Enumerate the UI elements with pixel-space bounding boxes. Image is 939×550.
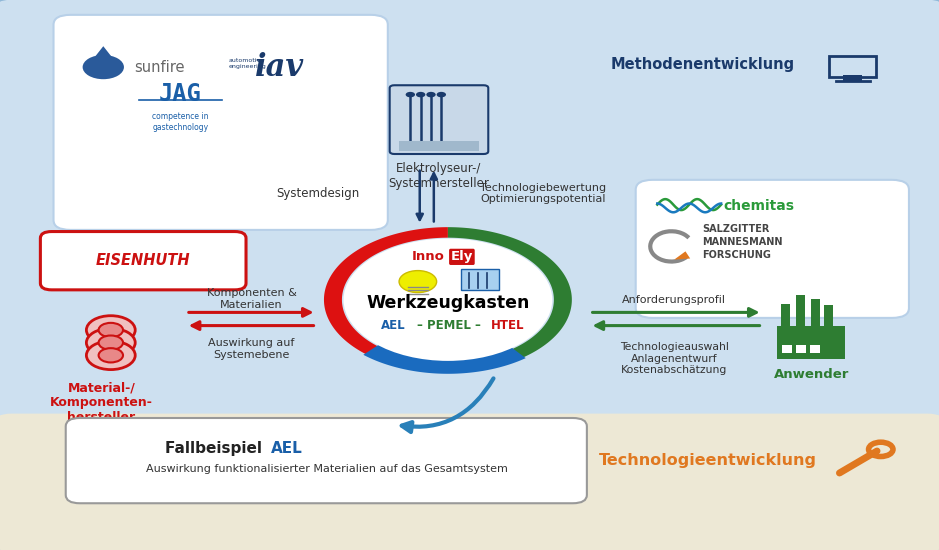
Text: Systemdesign: Systemdesign xyxy=(276,187,359,200)
Text: Technologieauswahl
Anlagenentwurf
Kostenabschätzung: Technologieauswahl Anlagenentwurf Kosten… xyxy=(620,342,729,375)
Text: SALZGITTER
MANNESMANN
FORSCHUNG: SALZGITTER MANNESMANN FORSCHUNG xyxy=(702,224,783,260)
Text: Inno: Inno xyxy=(412,250,445,263)
Circle shape xyxy=(406,92,415,97)
Text: iav: iav xyxy=(255,52,304,83)
Text: Elektrolyseur-/
Systemhersteller: Elektrolyseur-/ Systemhersteller xyxy=(388,162,489,190)
Circle shape xyxy=(86,316,135,344)
Text: Ely: Ely xyxy=(451,250,473,263)
Circle shape xyxy=(86,341,135,370)
Text: JAG: JAG xyxy=(159,82,202,106)
Bar xyxy=(782,345,792,353)
Text: Komponenten &
Materialien: Komponenten & Materialien xyxy=(207,288,297,310)
Text: Technologiebewertung
Optimierungspotential: Technologiebewertung Optimierungspotenti… xyxy=(480,183,606,205)
Bar xyxy=(810,345,820,353)
FancyBboxPatch shape xyxy=(40,232,246,290)
FancyArrowPatch shape xyxy=(402,378,494,432)
Polygon shape xyxy=(363,344,526,374)
Text: sunfire: sunfire xyxy=(134,59,185,75)
Text: Werkzeugkasten: Werkzeugkasten xyxy=(366,294,530,311)
Bar xyxy=(811,299,820,326)
Text: competence in
gastechnology: competence in gastechnology xyxy=(152,112,208,132)
Text: Auswirkung funktionalisierter Materialien auf das Gesamtsystem: Auswirkung funktionalisierter Materialie… xyxy=(146,464,508,474)
Circle shape xyxy=(399,271,437,293)
Polygon shape xyxy=(92,46,115,60)
Bar xyxy=(843,75,862,81)
Circle shape xyxy=(344,239,552,361)
Text: HTEL: HTEL xyxy=(491,319,525,332)
Circle shape xyxy=(99,348,123,362)
Polygon shape xyxy=(674,251,690,260)
Bar xyxy=(777,326,845,359)
Text: AEL: AEL xyxy=(270,441,302,456)
Circle shape xyxy=(437,92,446,97)
FancyBboxPatch shape xyxy=(636,180,909,318)
Circle shape xyxy=(99,336,123,350)
Circle shape xyxy=(416,92,425,97)
Text: Anforderungsprofil: Anforderungsprofil xyxy=(623,295,726,305)
Circle shape xyxy=(86,328,135,357)
Bar xyxy=(796,295,805,326)
Text: EISENHUTH: EISENHUTH xyxy=(96,253,190,268)
FancyBboxPatch shape xyxy=(390,85,488,154)
Text: Auswirkung auf
Systemebene: Auswirkung auf Systemebene xyxy=(208,338,295,360)
Text: AEL: AEL xyxy=(381,319,406,332)
Bar xyxy=(781,304,790,326)
Text: Anwender: Anwender xyxy=(774,368,849,382)
Text: – PEMEL –: – PEMEL – xyxy=(417,319,481,332)
Text: Fallbeispiel: Fallbeispiel xyxy=(165,441,268,456)
Circle shape xyxy=(426,92,436,97)
Bar xyxy=(796,345,806,353)
Circle shape xyxy=(99,323,123,337)
Circle shape xyxy=(83,55,124,79)
Polygon shape xyxy=(416,227,572,372)
Bar xyxy=(11,424,928,542)
FancyBboxPatch shape xyxy=(0,414,939,550)
Bar xyxy=(824,305,833,326)
FancyBboxPatch shape xyxy=(54,15,388,230)
Text: Methodenentwicklung: Methodenentwicklung xyxy=(610,57,794,73)
Polygon shape xyxy=(324,227,448,370)
Bar xyxy=(829,56,876,77)
Bar xyxy=(461,269,499,290)
FancyBboxPatch shape xyxy=(66,418,587,503)
Text: automotive
engineering: automotive engineering xyxy=(228,58,266,69)
Text: Material-/
Komponenten-
hersteller: Material-/ Komponenten- hersteller xyxy=(50,381,153,424)
Text: Technologieentwicklung: Technologieentwicklung xyxy=(599,453,817,468)
Bar xyxy=(399,141,479,151)
Text: chemitas: chemitas xyxy=(723,199,794,213)
